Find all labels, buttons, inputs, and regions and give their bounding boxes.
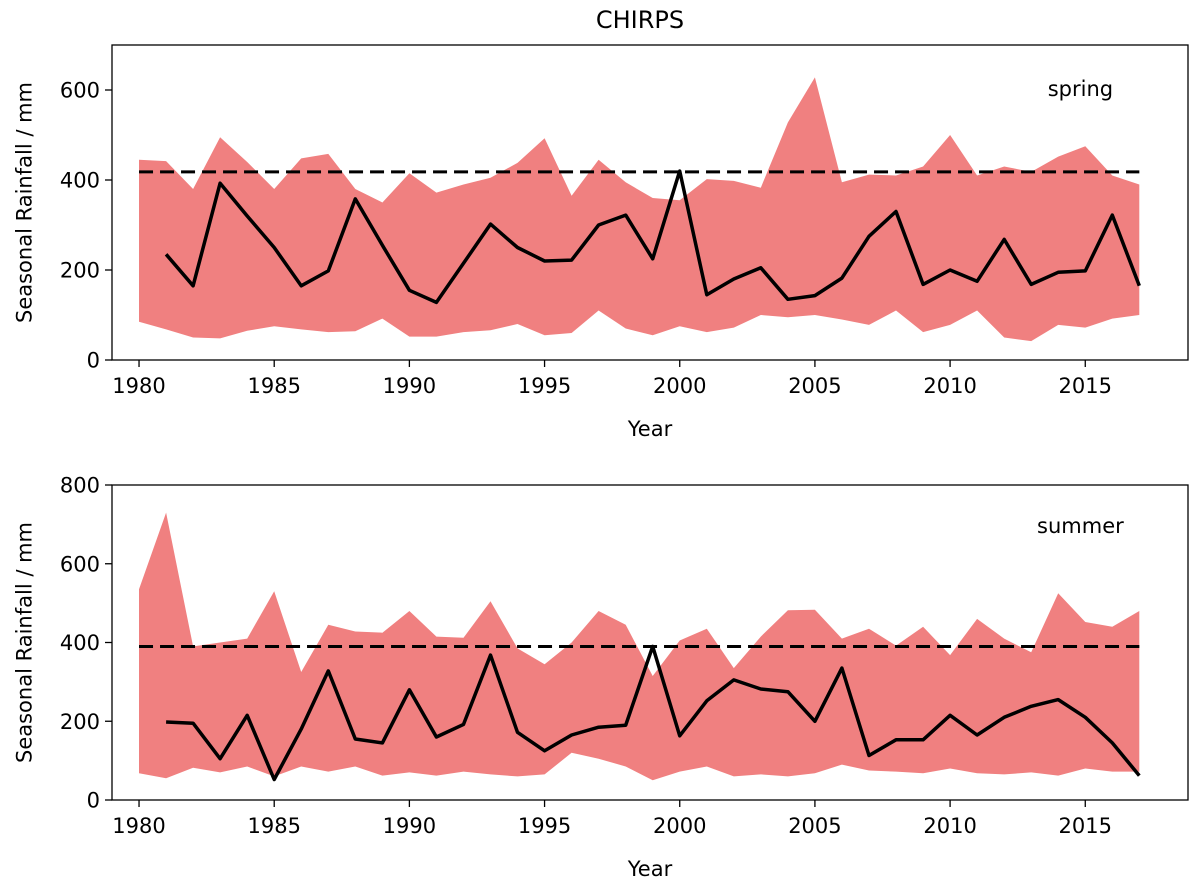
y-tick-label: 600 — [60, 552, 100, 576]
x-tick-label: 1995 — [518, 374, 571, 398]
x-tick-label: 2015 — [1059, 814, 1112, 838]
x-tick-label: 1985 — [247, 374, 300, 398]
x-tick-label: 2000 — [653, 374, 706, 398]
season-annotation: spring — [1048, 77, 1113, 101]
x-tick-label: 2010 — [923, 814, 976, 838]
x-tick-label: 2015 — [1059, 374, 1112, 398]
series-line — [164, 169, 1141, 305]
axes-frame — [111, 44, 1189, 361]
range-band — [139, 512, 1140, 781]
x-tick-label: 1980 — [112, 374, 165, 398]
x-tick-label: 1985 — [247, 814, 300, 838]
y-tick-label: 600 — [60, 79, 100, 103]
x-tick-label: 1990 — [383, 814, 436, 838]
y-tick-label: 400 — [60, 631, 100, 655]
y-tick-label: 400 — [60, 169, 100, 193]
y-axis-label: Seasonal Rainfall / mm — [12, 82, 36, 323]
figure-title: CHIRPS — [596, 6, 684, 34]
season-annotation: summer — [1037, 514, 1124, 538]
spring-panel: 1980 1985 1990 1995 2000 2005 2010 2015 0 200 400 6… — [12, 44, 1189, 441]
range-band — [139, 77, 1140, 342]
x-tick-label: 2005 — [788, 374, 841, 398]
y-tick-label: 200 — [60, 710, 100, 734]
x-tick-label: 2000 — [653, 814, 706, 838]
x-axis-label: Year — [627, 857, 673, 880]
x-tick-label: 2010 — [923, 374, 976, 398]
x-tick-label: 1980 — [112, 814, 165, 838]
summer-panel: 1980 1985 1990 1995 2000 2005 2010 2015 0 200 400 6… — [12, 474, 1189, 880]
series-line — [166, 644, 1141, 782]
y-axis-label: Seasonal Rainfall / mm — [12, 522, 36, 763]
y-tick-label: 0 — [87, 789, 100, 813]
x-tick-label: 2005 — [788, 814, 841, 838]
x-tick-label: 1995 — [518, 814, 571, 838]
y-tick-label: 0 — [87, 349, 100, 373]
x-axis-label: Year — [627, 417, 673, 441]
y-tick-label: 200 — [60, 259, 100, 283]
x-tick-label: 1990 — [383, 374, 436, 398]
y-tick-label: 800 — [60, 474, 100, 498]
